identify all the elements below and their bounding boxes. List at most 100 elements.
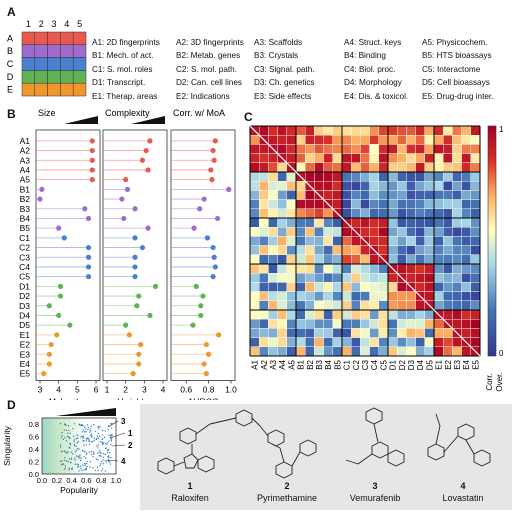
heatmap-cell xyxy=(249,153,260,163)
heatmap-cell xyxy=(249,272,260,283)
row-label: D4 xyxy=(19,310,30,320)
data-point xyxy=(201,361,207,367)
colorbar-label-over: Over. xyxy=(495,372,504,391)
legend-entry: E4: Dis. & toxicol. xyxy=(344,91,409,101)
data-point xyxy=(138,341,144,348)
grid-cell-A2 xyxy=(34,31,48,46)
heatmap-cell xyxy=(341,263,352,274)
heatmap-cell xyxy=(387,282,398,292)
heatmap-cell xyxy=(406,153,416,163)
heatmap-cell xyxy=(433,190,444,200)
heatmap-cell xyxy=(387,171,398,182)
heatmap-cell xyxy=(295,245,306,255)
heatmap-cell xyxy=(369,346,380,357)
scatter-point xyxy=(59,444,62,446)
heatmap-cell xyxy=(350,282,361,292)
heatmap-cell xyxy=(295,282,306,292)
data-point xyxy=(210,147,216,154)
heatmap-cell xyxy=(461,318,472,329)
row-label: B1 xyxy=(20,184,31,194)
grid-cells xyxy=(21,31,87,97)
scatter-point xyxy=(93,437,95,439)
heatmap-cell xyxy=(415,144,426,154)
heatmap-cell xyxy=(369,318,380,329)
heatmap-cell xyxy=(369,190,380,200)
heatmap-cell xyxy=(332,254,343,265)
heatmap-cell xyxy=(277,171,287,182)
row-label: B xyxy=(7,46,13,56)
heatmap-cell xyxy=(268,263,278,274)
heatmap-cell xyxy=(350,171,361,182)
heatmap-cell xyxy=(406,337,416,348)
heatmap-cell xyxy=(396,245,407,255)
heatmap-cell xyxy=(424,171,435,182)
legend-entry: B3: Crystals xyxy=(254,51,299,61)
scatter-point xyxy=(102,468,104,470)
heatmap-cell xyxy=(295,217,306,228)
heatmap-cell xyxy=(461,328,472,338)
heatmap-cell xyxy=(424,208,435,219)
heatmap-cell xyxy=(341,300,352,311)
legend-entry: E1: Therap. areas xyxy=(92,91,158,101)
heatmap-cell xyxy=(314,272,324,283)
legend-entry: D4: Morphology xyxy=(344,78,402,88)
scatter-point xyxy=(89,466,91,468)
panel-a-letter: A xyxy=(7,5,16,19)
heatmap-cell xyxy=(396,309,407,320)
heatmap-cell xyxy=(387,181,398,191)
heatmap-cell xyxy=(350,337,361,348)
data-point xyxy=(41,371,47,377)
heatmap-cell xyxy=(470,153,481,163)
heatmap-cell xyxy=(295,254,306,265)
axis-label: Variables xyxy=(118,397,153,401)
heatmap-cell xyxy=(406,346,416,357)
row-label: C5 xyxy=(19,272,30,282)
heatmap-cell xyxy=(286,254,297,265)
heatmap-cell xyxy=(470,254,481,265)
scatter-point xyxy=(97,452,99,455)
heatmap-cell xyxy=(424,263,435,274)
scatter-point xyxy=(98,455,100,457)
heatmap-cell xyxy=(470,328,481,338)
heatmap-cell xyxy=(277,162,287,173)
heatmap-cell xyxy=(350,272,361,283)
heatmap-label: B4 xyxy=(324,359,333,369)
scatter-point xyxy=(63,429,66,431)
heatmap-cell xyxy=(424,153,435,163)
heatmap-cell xyxy=(396,217,407,228)
scatter-point xyxy=(75,449,78,452)
heatmap-cell xyxy=(424,181,435,191)
subplot-title: Size xyxy=(38,108,56,118)
heatmap-cell xyxy=(378,291,389,302)
scatter-point xyxy=(94,469,96,472)
scatter-point xyxy=(86,465,88,468)
heatmap-cell xyxy=(332,171,343,182)
scatter-point xyxy=(79,424,81,426)
heatmap-cell xyxy=(461,236,472,246)
heatmap-cell xyxy=(268,153,278,163)
heatmap-cell xyxy=(259,346,269,357)
heatmap-cell xyxy=(277,272,287,283)
heatmap-cell xyxy=(442,171,453,182)
heatmap-cell xyxy=(470,199,481,209)
scatter-point xyxy=(110,422,112,425)
heatmap-cell xyxy=(332,226,343,237)
row-label: D xyxy=(7,72,14,82)
heatmap-cell xyxy=(259,263,269,274)
heatmap-cell xyxy=(461,226,472,237)
heatmap-cell xyxy=(341,190,352,200)
heatmap-cell xyxy=(387,337,398,348)
heatmap-cell xyxy=(295,208,306,219)
heatmap-cell xyxy=(249,291,260,302)
heatmap-label: C3 xyxy=(361,359,370,370)
heatmap-cell xyxy=(249,236,260,246)
heatmap-cell xyxy=(433,291,444,302)
data-point xyxy=(130,371,136,377)
heatmap-cell xyxy=(286,208,297,219)
grid-cell-D4 xyxy=(60,70,74,84)
heatmap-cell xyxy=(433,263,444,274)
heatmap-cell xyxy=(304,318,315,329)
heatmap-cell xyxy=(452,282,462,292)
heatmap-cell xyxy=(378,226,389,237)
